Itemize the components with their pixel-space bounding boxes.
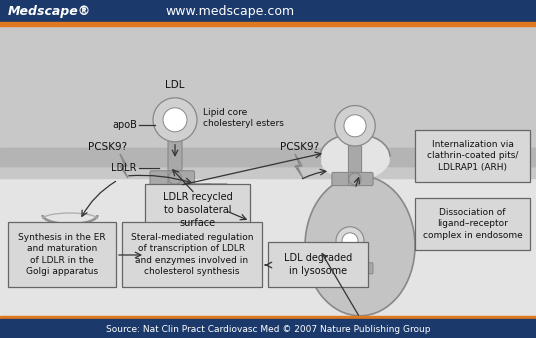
Circle shape xyxy=(344,115,366,137)
FancyBboxPatch shape xyxy=(168,138,182,179)
Bar xyxy=(0,26,536,178)
Polygon shape xyxy=(120,154,128,178)
FancyBboxPatch shape xyxy=(122,222,262,287)
FancyBboxPatch shape xyxy=(327,263,349,274)
Text: Synthesis in the ER
and maturation
of LDLR in the
Golgi apparatus: Synthesis in the ER and maturation of LD… xyxy=(18,233,106,276)
FancyBboxPatch shape xyxy=(348,172,373,186)
FancyBboxPatch shape xyxy=(145,184,250,236)
Text: LDL: LDL xyxy=(165,80,185,90)
Circle shape xyxy=(163,108,187,132)
Text: LDL degraded
in lysosome: LDL degraded in lysosome xyxy=(284,253,352,276)
Ellipse shape xyxy=(305,176,415,316)
Text: Medscape®: Medscape® xyxy=(8,4,91,18)
Circle shape xyxy=(342,233,358,249)
FancyBboxPatch shape xyxy=(351,263,373,274)
Bar xyxy=(0,319,536,338)
Bar xyxy=(0,316,536,319)
Text: Lipid core
cholesteryl esters: Lipid core cholesteryl esters xyxy=(203,108,284,128)
Text: www.medscape.com: www.medscape.com xyxy=(166,4,295,18)
Circle shape xyxy=(335,105,375,146)
Circle shape xyxy=(168,171,182,184)
Polygon shape xyxy=(295,154,303,178)
Circle shape xyxy=(153,98,197,142)
Bar xyxy=(0,148,320,166)
Text: Internalization via
clathrin-coated pits/
LDLRAP1 (ARH): Internalization via clathrin-coated pits… xyxy=(427,140,518,172)
Text: Steral-mediated regulation
of transcription of LDLR
and enzymes involved in
chol: Steral-mediated regulation of transcript… xyxy=(131,233,253,276)
FancyBboxPatch shape xyxy=(344,240,356,267)
Circle shape xyxy=(349,173,361,185)
FancyBboxPatch shape xyxy=(268,242,368,287)
Bar xyxy=(0,22,536,26)
Text: apoB: apoB xyxy=(112,120,137,130)
Text: PCSK9?: PCSK9? xyxy=(88,142,128,152)
FancyBboxPatch shape xyxy=(203,194,217,235)
Text: LDLR: LDLR xyxy=(111,163,137,173)
FancyBboxPatch shape xyxy=(415,198,530,250)
FancyBboxPatch shape xyxy=(332,172,356,186)
Bar xyxy=(0,26,536,316)
Text: PCSK9?: PCSK9? xyxy=(280,142,319,152)
FancyBboxPatch shape xyxy=(203,184,228,197)
FancyBboxPatch shape xyxy=(168,171,195,185)
Text: Source: Nat Clin Pract Cardiovasc Med © 2007 Nature Publishing Group: Source: Nat Clin Pract Cardiovasc Med © … xyxy=(106,324,430,334)
Circle shape xyxy=(336,227,364,255)
Bar xyxy=(390,148,536,166)
Text: Dissociation of
ligand–receptor
complex in endosome: Dissociation of ligand–receptor complex … xyxy=(422,208,523,240)
FancyBboxPatch shape xyxy=(348,143,362,180)
Bar xyxy=(0,148,536,166)
Circle shape xyxy=(205,191,215,201)
Text: LDLR recycled
to basolateral
surface: LDLR recycled to basolateral surface xyxy=(162,192,233,227)
FancyBboxPatch shape xyxy=(150,171,176,185)
FancyBboxPatch shape xyxy=(8,222,116,287)
Bar xyxy=(0,0,536,22)
FancyBboxPatch shape xyxy=(415,130,530,182)
FancyBboxPatch shape xyxy=(187,184,212,197)
Ellipse shape xyxy=(320,134,390,180)
